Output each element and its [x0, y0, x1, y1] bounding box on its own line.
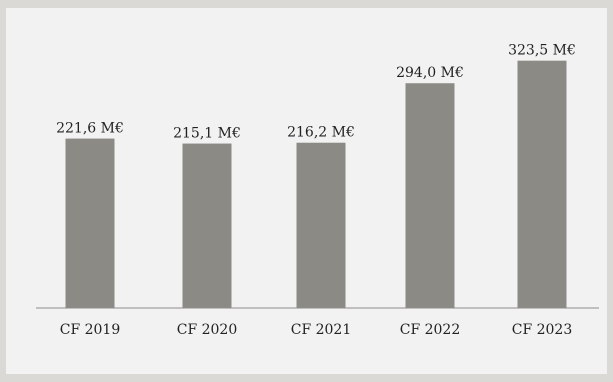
x-tick-label: CF 2022 [400, 322, 461, 338]
bar-cf-2021 [296, 142, 346, 308]
bars-group [65, 60, 567, 308]
x-tick-label: CF 2019 [60, 322, 121, 338]
data-label: 216,2 M€ [287, 125, 355, 141]
bar-cf-2023 [517, 60, 567, 308]
bar-cf-2020 [182, 143, 232, 308]
bar-cf-2022 [405, 83, 455, 308]
data-labels-group: 221,6 M€ 215,1 M€ 216,2 M€ 294,0 M€ 323,5 M€ [56, 43, 576, 142]
x-tick-label: CF 2023 [512, 322, 573, 338]
bar-cf-2019 [65, 138, 115, 308]
data-label: 215,1 M€ [173, 126, 241, 142]
data-label: 294,0 M€ [396, 65, 464, 81]
x-tick-labels-group: CF 2019 CF 2020 CF 2021 CF 2022 CF 2023 [60, 322, 573, 338]
data-label: 221,6 M€ [56, 121, 124, 137]
x-tick-label: CF 2021 [291, 322, 352, 338]
data-label: 323,5 M€ [508, 43, 576, 59]
x-tick-label: CF 2020 [177, 322, 238, 338]
